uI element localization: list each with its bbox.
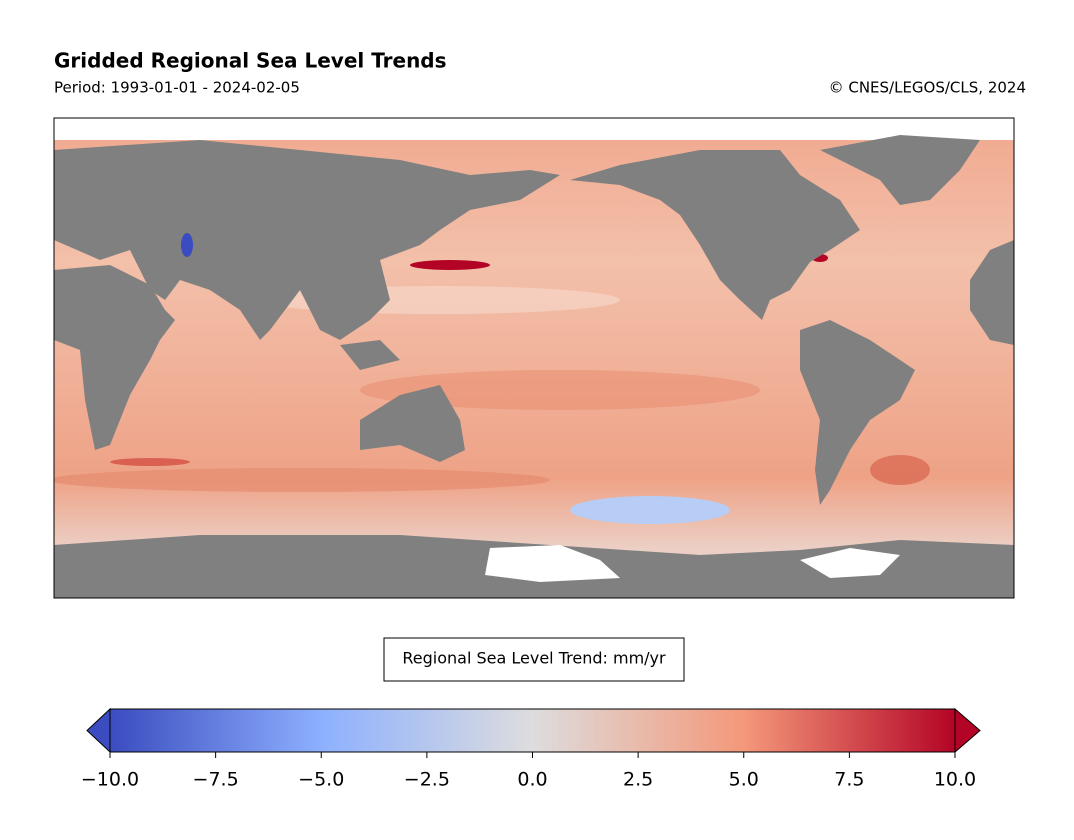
colorbar-tick-label: −5.0 <box>298 769 344 791</box>
colorbar-tick-label: 10.0 <box>934 769 976 791</box>
ocean-anomaly <box>570 496 730 524</box>
colorbar-label-box <box>383 637 685 682</box>
colorbar-tick-label: 2.5 <box>623 769 653 791</box>
colorbar-extend-high <box>954 707 981 754</box>
title: Gridded Regional Sea Level Trends <box>54 49 447 73</box>
ocean-anomaly <box>870 455 930 485</box>
colorbar-tick-label: 5.0 <box>729 769 759 791</box>
colorbar-tick-label: −7.5 <box>193 769 239 791</box>
map <box>54 118 1014 598</box>
arctic-ice <box>54 118 1014 140</box>
ice-shelf <box>800 548 900 578</box>
caspian-sea <box>181 233 193 257</box>
colorbar: −10.0 −7.5 −5.0 −2.5 0.0 2.5 5.0 7.5 10.0 <box>81 707 981 791</box>
ocean-anomaly <box>110 458 190 466</box>
colorbar-tick-label: 7.5 <box>834 769 864 791</box>
colorbar-extend-low <box>86 707 111 754</box>
colorbar-label: Regional Sea Level Trend: mm/yr <box>402 649 666 668</box>
ocean-anomaly <box>410 260 490 270</box>
ocean-band <box>360 370 760 410</box>
ocean-band <box>54 468 550 492</box>
colorbar-tick-label: −2.5 <box>404 769 450 791</box>
subtitle: Period: 1993-01-01 - 2024-02-05 <box>54 79 300 97</box>
colorbar-tick-label: −10.0 <box>81 769 139 791</box>
colorbar <box>109 708 956 753</box>
ice-shelf <box>485 545 620 582</box>
colorbar-tick-label: 0.0 <box>517 769 547 791</box>
map-frame <box>53 117 1015 599</box>
credit: © CNES/LEGOS/CLS, 2024 <box>829 79 1026 97</box>
